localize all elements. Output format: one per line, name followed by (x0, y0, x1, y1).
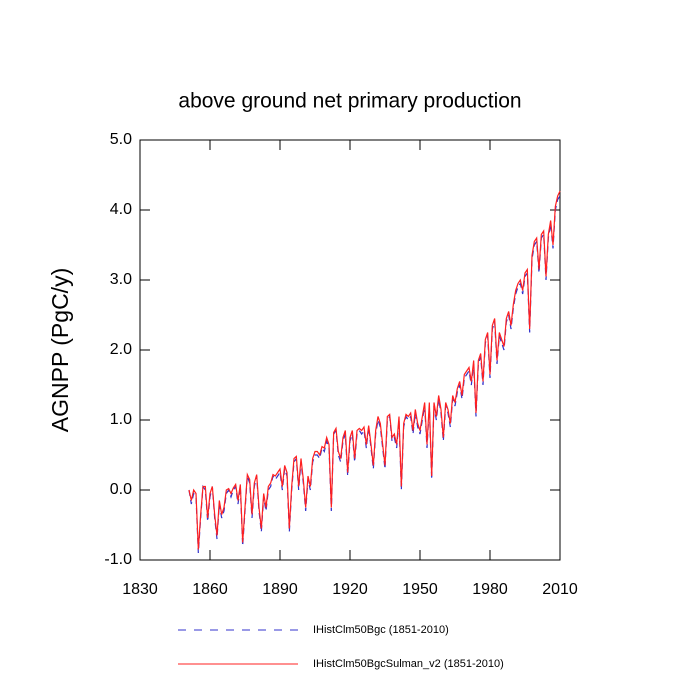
series-line (188, 195, 561, 554)
legend-label: IHistClm50BgcSulman_v2 (1851-2010) (313, 658, 504, 670)
y-axis-title: AGNPP (PgC/y) (47, 268, 73, 432)
y-tick-label: 1.0 (110, 411, 132, 428)
series-line (188, 190, 561, 550)
y-tick-label: 3.0 (110, 271, 132, 288)
x-tick-label: 1980 (472, 581, 508, 598)
chart-title: above ground net primary production (178, 90, 521, 113)
x-tick-label: 1890 (262, 581, 298, 598)
y-tick-label: 2.0 (110, 341, 132, 358)
x-tick-label: 2010 (542, 581, 578, 598)
x-tick-label: 1830 (122, 581, 158, 598)
x-tick-label: 1860 (192, 581, 228, 598)
x-tick-label: 1950 (402, 581, 438, 598)
legend-label: IHistClm50Bgc (1851-2010) (313, 624, 449, 636)
y-tick-label: -1.0 (104, 551, 132, 568)
y-tick-label: 0.0 (110, 481, 132, 498)
x-tick-label: 1920 (332, 581, 368, 598)
y-tick-label: 4.0 (110, 201, 132, 218)
y-tick-label: 5.0 (110, 131, 132, 148)
